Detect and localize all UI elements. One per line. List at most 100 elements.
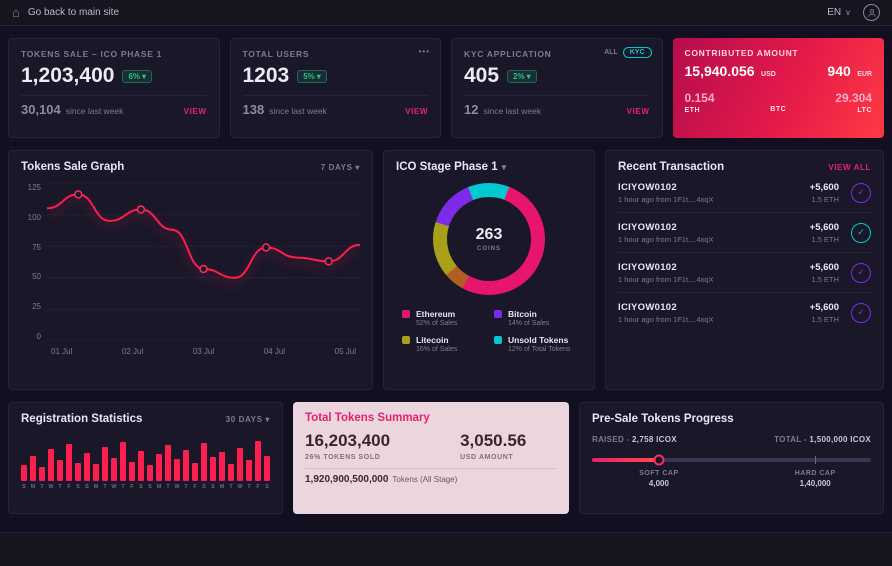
registration-day-label: S <box>139 484 143 490</box>
registration-bar <box>84 453 90 481</box>
contributed-usd-unit: USD <box>761 71 776 78</box>
legend-item-litecoin: Litecoin 16% of Sales <box>402 335 484 353</box>
registration-bar <box>39 467 45 481</box>
main-content: TOKENS SALE – ICO PHASE 1 1,203,400 6% ▾ … <box>0 26 892 520</box>
view-all-link[interactable]: VIEW ALL <box>828 162 871 172</box>
card-title: ICO Stage Phase 1 ▾ <box>396 161 507 173</box>
language-label: EN <box>827 7 842 18</box>
stat-title: KYC APPLICATION <box>464 49 552 59</box>
caret-down-icon[interactable]: ▾ <box>501 162 507 172</box>
language-selector[interactable]: EN ∨ <box>827 7 851 18</box>
stat-delta-text: since last week <box>65 106 124 116</box>
recent-transactions-card: Recent Transaction VIEW ALL ICIYOW0102 1 … <box>605 150 884 390</box>
registration-bar <box>165 445 171 481</box>
back-to-main-site-link[interactable]: ⌂ Go back to main site <box>12 5 119 20</box>
registration-bar <box>30 455 36 481</box>
registration-bar <box>75 462 81 481</box>
registration-day-label: M <box>219 484 225 490</box>
registration-day-label: S <box>202 484 206 490</box>
stat-delta-text: since last week <box>269 106 327 116</box>
caret-down-icon: ▾ <box>265 414 270 424</box>
presale-progress-handle[interactable] <box>653 454 665 466</box>
y-axis: 125 100 75 50 25 0 <box>27 183 41 341</box>
registration-day-label: S <box>211 484 215 490</box>
registration-day-label: T <box>247 484 251 490</box>
registration-day-label: T <box>103 484 107 490</box>
transaction-row[interactable]: ICIYOW0102 1 hour ago from 1F1t....4xqX +… <box>618 253 871 293</box>
legend-item-ethereum: Ethereum 52% of Sales <box>402 309 484 327</box>
registration-day-label: T <box>40 484 44 490</box>
contributed-btc: BTC <box>770 106 787 113</box>
contributed-eur-value: 940 <box>827 63 851 79</box>
registration-bar <box>138 451 144 481</box>
stat-delta: 12 <box>464 102 479 117</box>
registration-bar <box>210 457 216 481</box>
legend-dot <box>402 310 410 318</box>
user-avatar-icon[interactable] <box>863 4 880 21</box>
donut-legend: Ethereum 52% of Sales Bitcoin 14% of Sales… <box>396 309 582 353</box>
registration-day-label: S <box>22 484 26 490</box>
contributed-title: CONTRIBUTED AMOUNT <box>684 48 799 58</box>
registration-bar <box>246 459 252 481</box>
stat-badge: 6% ▾ <box>122 69 153 83</box>
registration-bar <box>228 464 234 481</box>
donut-center-label: COINS <box>476 246 501 252</box>
back-to-main-site-label: Go back to main site <box>27 7 120 18</box>
total-tokens-summary-card: Total Tokens Summary 16,203,400 26% TOKE… <box>293 402 569 514</box>
caret-down-icon: ▾ <box>526 71 531 81</box>
registration-day-label: T <box>184 484 188 490</box>
home-icon: ⌂ <box>12 5 20 20</box>
registration-day-label: S <box>148 484 152 490</box>
card-menu-icon[interactable]: ••• <box>418 47 430 56</box>
registration-bar <box>102 446 108 481</box>
registration-day-label: W <box>48 484 54 490</box>
registration-bar <box>219 452 225 481</box>
transaction-row[interactable]: ICIYOW0102 1 hour ago from 1F1t....4xqX +… <box>618 213 871 253</box>
card-title: Recent Transaction <box>618 161 725 173</box>
view-link[interactable]: VIEW <box>626 107 650 116</box>
registration-day-label: T <box>229 484 233 490</box>
presale-slider-track[interactable] <box>592 454 871 466</box>
ico-stage-card: ICO Stage Phase 1 ▾ 263 COINS Ethereum 52%… <box>383 150 595 390</box>
view-link[interactable]: VIEW <box>405 107 428 116</box>
footer-bar <box>0 532 892 566</box>
donut-center-value: 263 <box>475 226 503 243</box>
card-title: Tokens Sale Graph <box>21 161 125 173</box>
presale-hardcap-marker: HARD CAP 1,40,000 <box>794 470 836 488</box>
range-dropdown[interactable]: 30 DAYS ▾ <box>225 414 270 424</box>
legend-dot <box>494 336 502 344</box>
check-circle-icon: ✓ <box>851 262 871 283</box>
view-link[interactable]: VIEW <box>183 107 207 116</box>
presale-progress-card: Pre-Sale Tokens Progress RAISED - 2,758 … <box>579 402 884 514</box>
registration-bar <box>237 447 243 481</box>
registration-bar <box>120 441 126 481</box>
registration-day-label: F <box>67 484 71 490</box>
legend-item-bitcoin: Bitcoin 14% of Sales <box>494 309 576 327</box>
toggle-kyc-button[interactable]: KYC <box>622 47 652 58</box>
range-dropdown[interactable]: 7 DAYS ▾ <box>320 162 360 172</box>
summary-title: Total Tokens Summary <box>305 412 430 424</box>
stat-value: 1,203,400 <box>21 64 115 87</box>
registration-day-label: F <box>130 484 134 490</box>
registration-day-label: T <box>121 484 125 490</box>
stat-delta: 138 <box>242 102 265 117</box>
registration-day-label: M <box>30 484 36 490</box>
card-title: Registration Statistics <box>21 413 143 425</box>
card-title: Pre-Sale Tokens Progress <box>592 413 734 425</box>
topbar: ⌂ Go back to main site EN ∨ <box>0 0 892 26</box>
toggle-all-button[interactable]: ALL <box>604 49 618 56</box>
transaction-row[interactable]: ICIYOW0102 1 hour ago from 1F1t....4xqX +… <box>618 293 871 332</box>
registration-bar <box>66 444 72 481</box>
contributed-eur-unit: EUR <box>857 71 872 78</box>
registration-bar <box>183 449 189 481</box>
stat-card-tokens-sale: TOKENS SALE – ICO PHASE 1 1,203,400 6% ▾ … <box>8 38 220 138</box>
registration-bar <box>48 448 54 481</box>
stat-value: 405 <box>464 64 500 87</box>
registration-day-label: W <box>174 484 180 490</box>
transaction-row[interactable]: ICIYOW0102 1 hour ago from 1F1t....4xqX +… <box>618 173 871 213</box>
registration-day-label: F <box>256 484 260 490</box>
